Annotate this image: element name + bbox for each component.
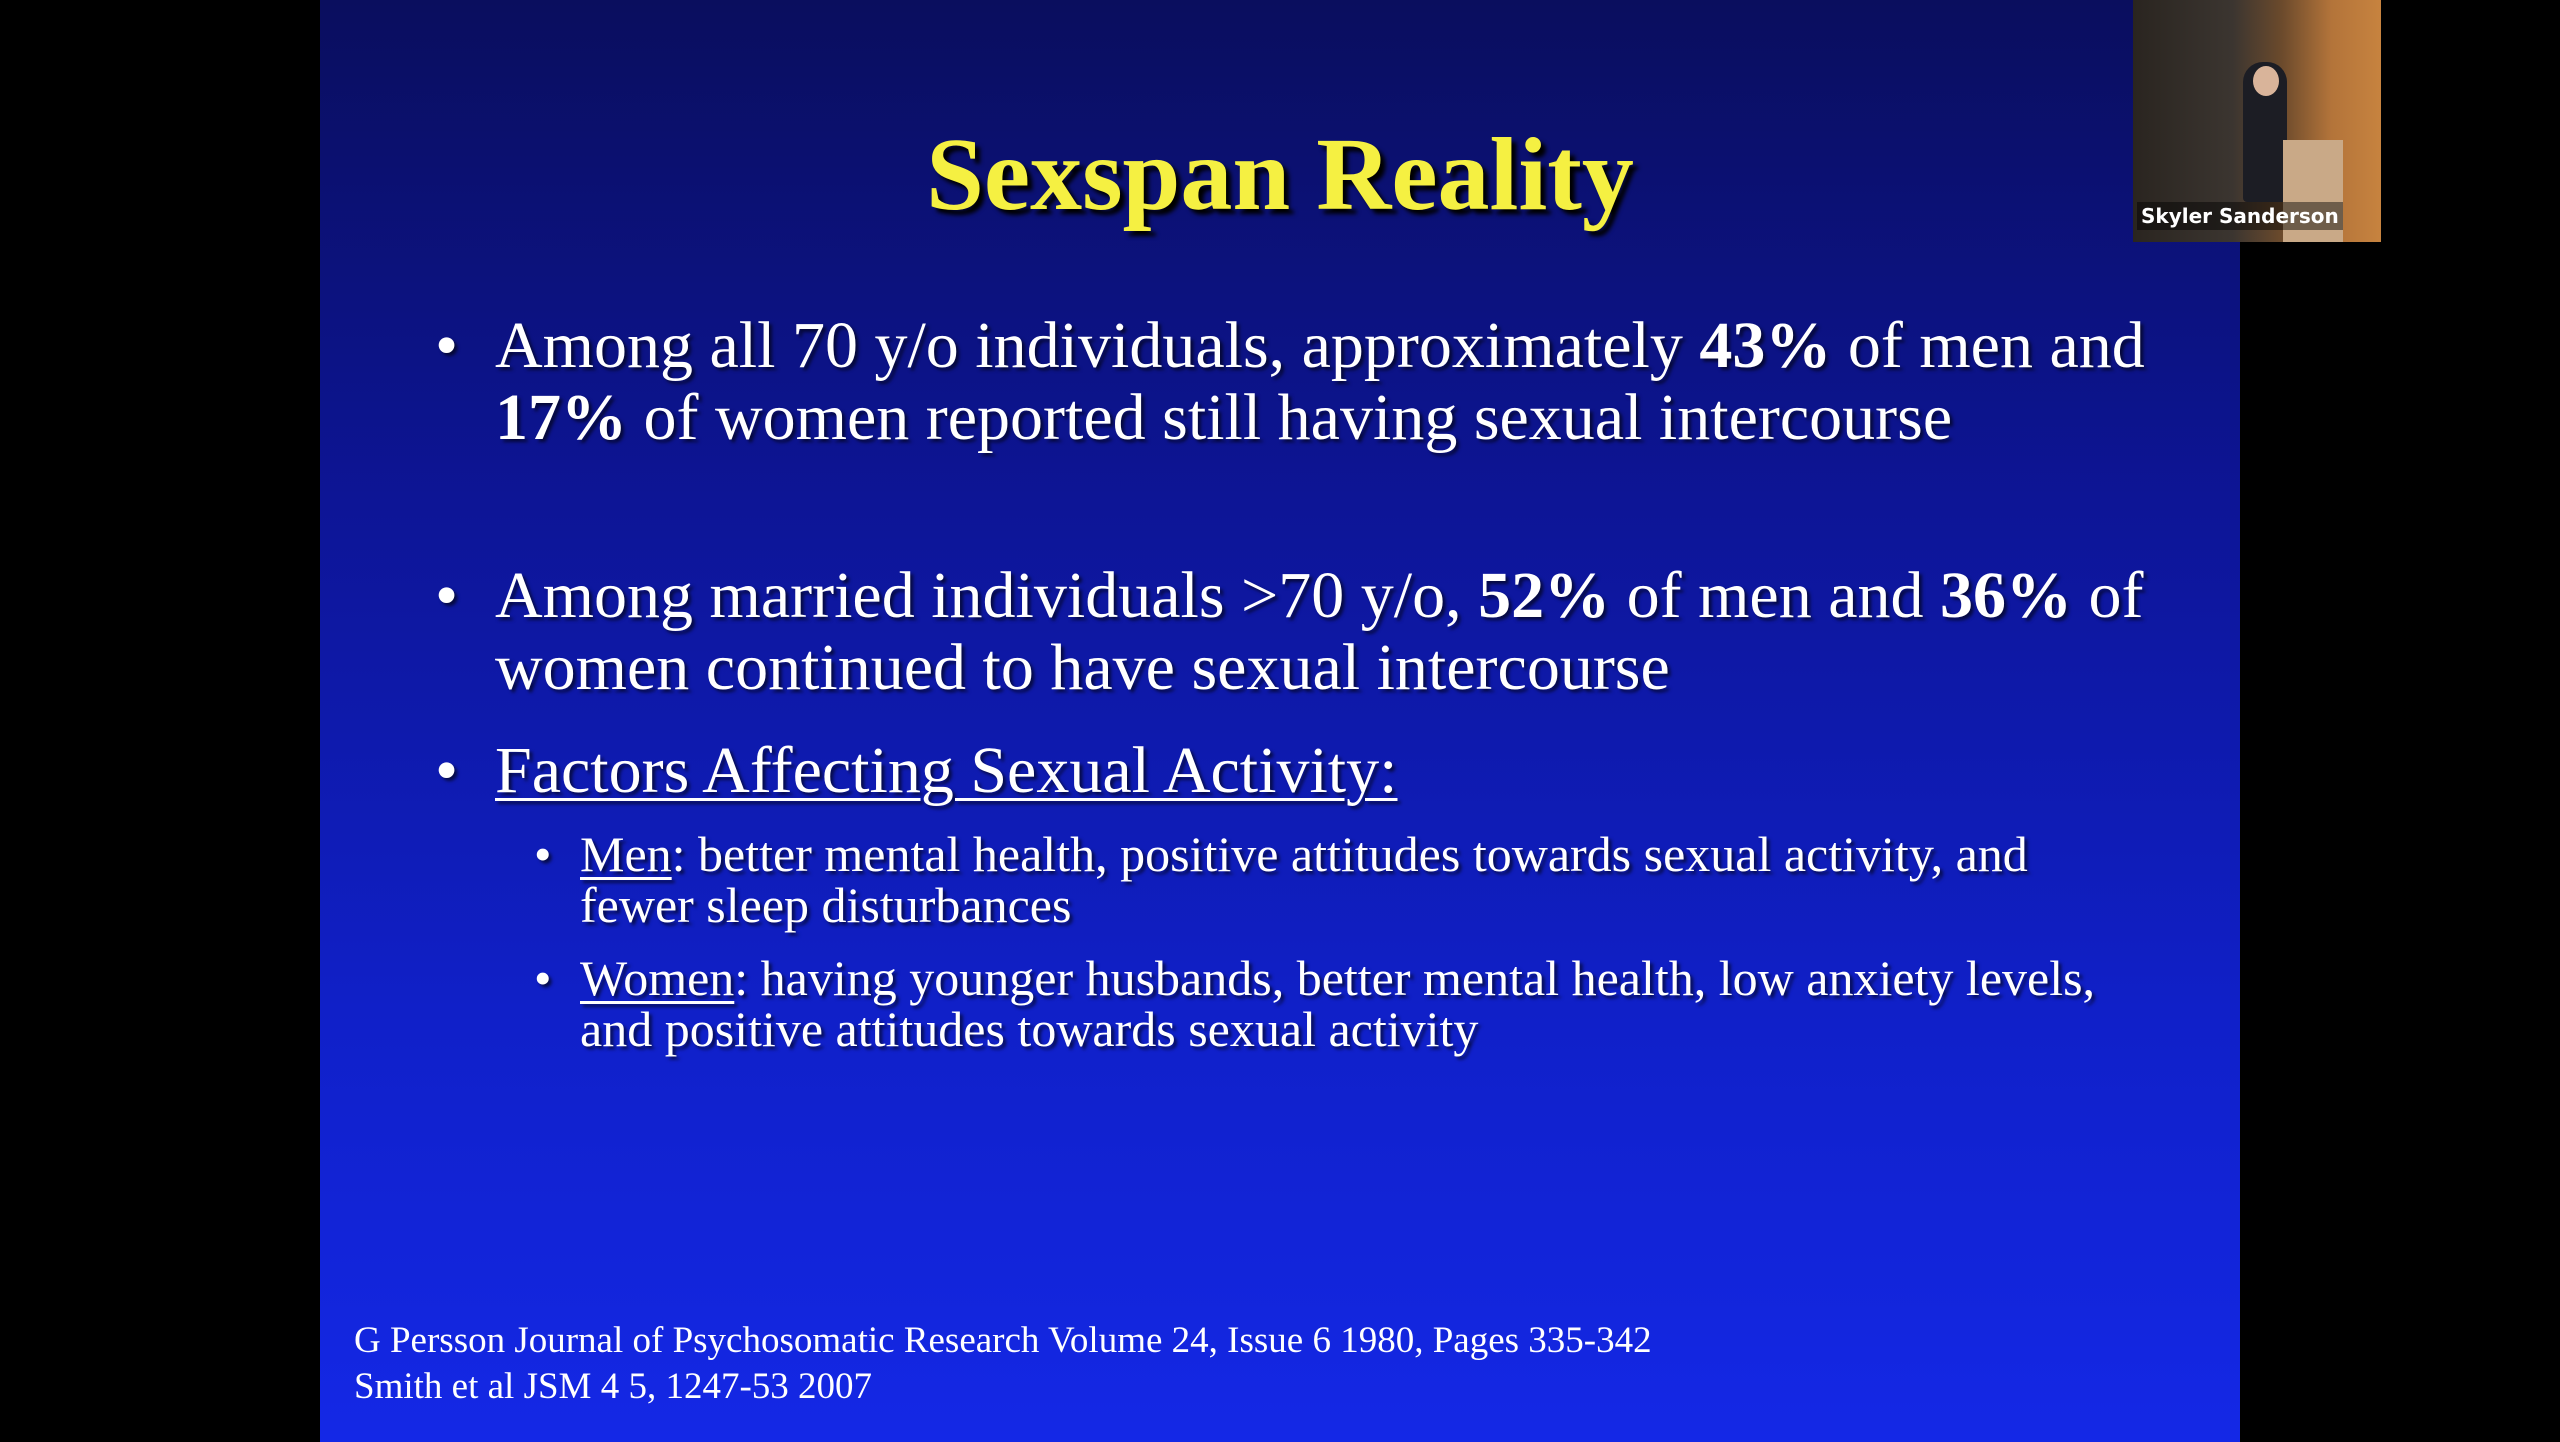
reference: G Persson Journal of Psychosomatic Resea… — [354, 1320, 1652, 1361]
sub-bullet: • Women: having younger husbands, better … — [534, 950, 2140, 1057]
text-run: 52% — [1478, 559, 1611, 632]
text-run: Women — [580, 950, 735, 1006]
speaker-head — [2253, 66, 2279, 96]
slide-title: Sexspan Reality — [926, 117, 1634, 232]
bullet-dot: • — [534, 826, 552, 882]
text-run: Factors Affecting Sexual Activity: — [495, 734, 1398, 807]
bullet-dot: • — [534, 950, 552, 1006]
text-run: of women continued to have sexual interc… — [495, 559, 2144, 704]
bullet-dot: • — [435, 734, 459, 807]
video-thumbnail[interactable]: Skyler Sanderson — [2133, 0, 2381, 242]
text-run: Men — [580, 826, 672, 882]
bullet: • Among married individuals >70 y/o, 52% … — [435, 559, 2195, 704]
reference: Smith et al JSM 4 5, 1247-53 2007 — [354, 1366, 873, 1407]
podium — [2283, 140, 2343, 242]
text-run: of men and — [1831, 309, 2145, 382]
text-run: : better mental health, positive attitud… — [580, 826, 2028, 933]
bullet: • Factors Affecting Sexual Activity: • Men:… — [435, 734, 2195, 1057]
text-run: 36% — [1940, 559, 2073, 632]
bullet-dot: • — [435, 309, 459, 382]
text-run: 17% — [495, 381, 627, 454]
references: G Persson Journal of Psychosomatic Resea… — [354, 1318, 1652, 1410]
text-run: of men and — [1610, 559, 1941, 632]
text-run: of women reported still having sexual in… — [627, 381, 1953, 454]
text-run: Among married individuals >70 y/o, — [495, 559, 1479, 632]
text-run: 43% — [1699, 309, 1832, 382]
bullet: • Among all 70 y/o individuals, approxima… — [435, 309, 2195, 454]
bullet-dot: • — [435, 559, 459, 632]
slide: Sexspan Reality • Among all 70 y/o indivi… — [320, 0, 2240, 1442]
participant-name: Skyler Sanderson — [2137, 202, 2343, 230]
text-run: Among all 70 y/o individuals, approximat… — [495, 309, 1700, 382]
sub-bullet: • Men: better mental health, positive att… — [534, 826, 2140, 933]
text-run: : having younger husbands, better mental… — [580, 950, 2096, 1057]
